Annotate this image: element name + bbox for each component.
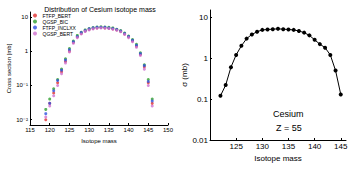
svg-text:Cross section [mb]: Cross section [mb] [6,43,12,93]
svg-text:140: 140 [124,127,135,133]
svg-text:Cesium: Cesium [273,109,304,119]
svg-text:σ (mb): σ (mb) [180,63,189,87]
svg-text:10⁻²: 10⁻² [16,117,28,123]
svg-text:Z = 55: Z = 55 [276,123,302,133]
svg-text:10: 10 [199,13,208,22]
svg-text:115: 115 [25,127,35,133]
svg-text:145: 145 [334,142,348,151]
svg-text:140: 140 [308,142,322,151]
svg-text:130: 130 [256,142,270,151]
svg-text:125: 125 [64,127,75,133]
svg-text:1: 1 [25,48,29,54]
svg-text:QGSP_BERT: QGSP_BERT [43,31,73,37]
svg-text:145: 145 [143,127,154,133]
svg-text:FTFP_BERT: FTFP_BERT [42,12,71,19]
svg-text:0.01: 0.01 [192,136,208,145]
svg-text:120: 120 [45,127,56,133]
svg-text:130: 130 [84,127,95,133]
svg-text:0.1: 0.1 [197,95,209,104]
svg-text:1: 1 [204,54,209,63]
svg-text:Isotope mass: Isotope mass [81,138,117,144]
svg-text:FTFP_INCLXX: FTFP_INCLXX [42,24,76,31]
svg-text:135: 135 [282,142,296,151]
svg-text:QGSP_BIC: QGSP_BIC [42,18,69,25]
svg-text:10⁻¹: 10⁻¹ [16,82,28,88]
svg-text:135: 135 [104,127,115,133]
svg-text:10: 10 [21,14,28,20]
svg-text:150: 150 [163,127,174,133]
svg-text:Isotope mass: Isotope mass [254,154,302,163]
svg-text:125: 125 [229,142,243,151]
svg-text:Distribution of Cesium isotope: Distribution of Cesium isotope mass [44,6,156,14]
